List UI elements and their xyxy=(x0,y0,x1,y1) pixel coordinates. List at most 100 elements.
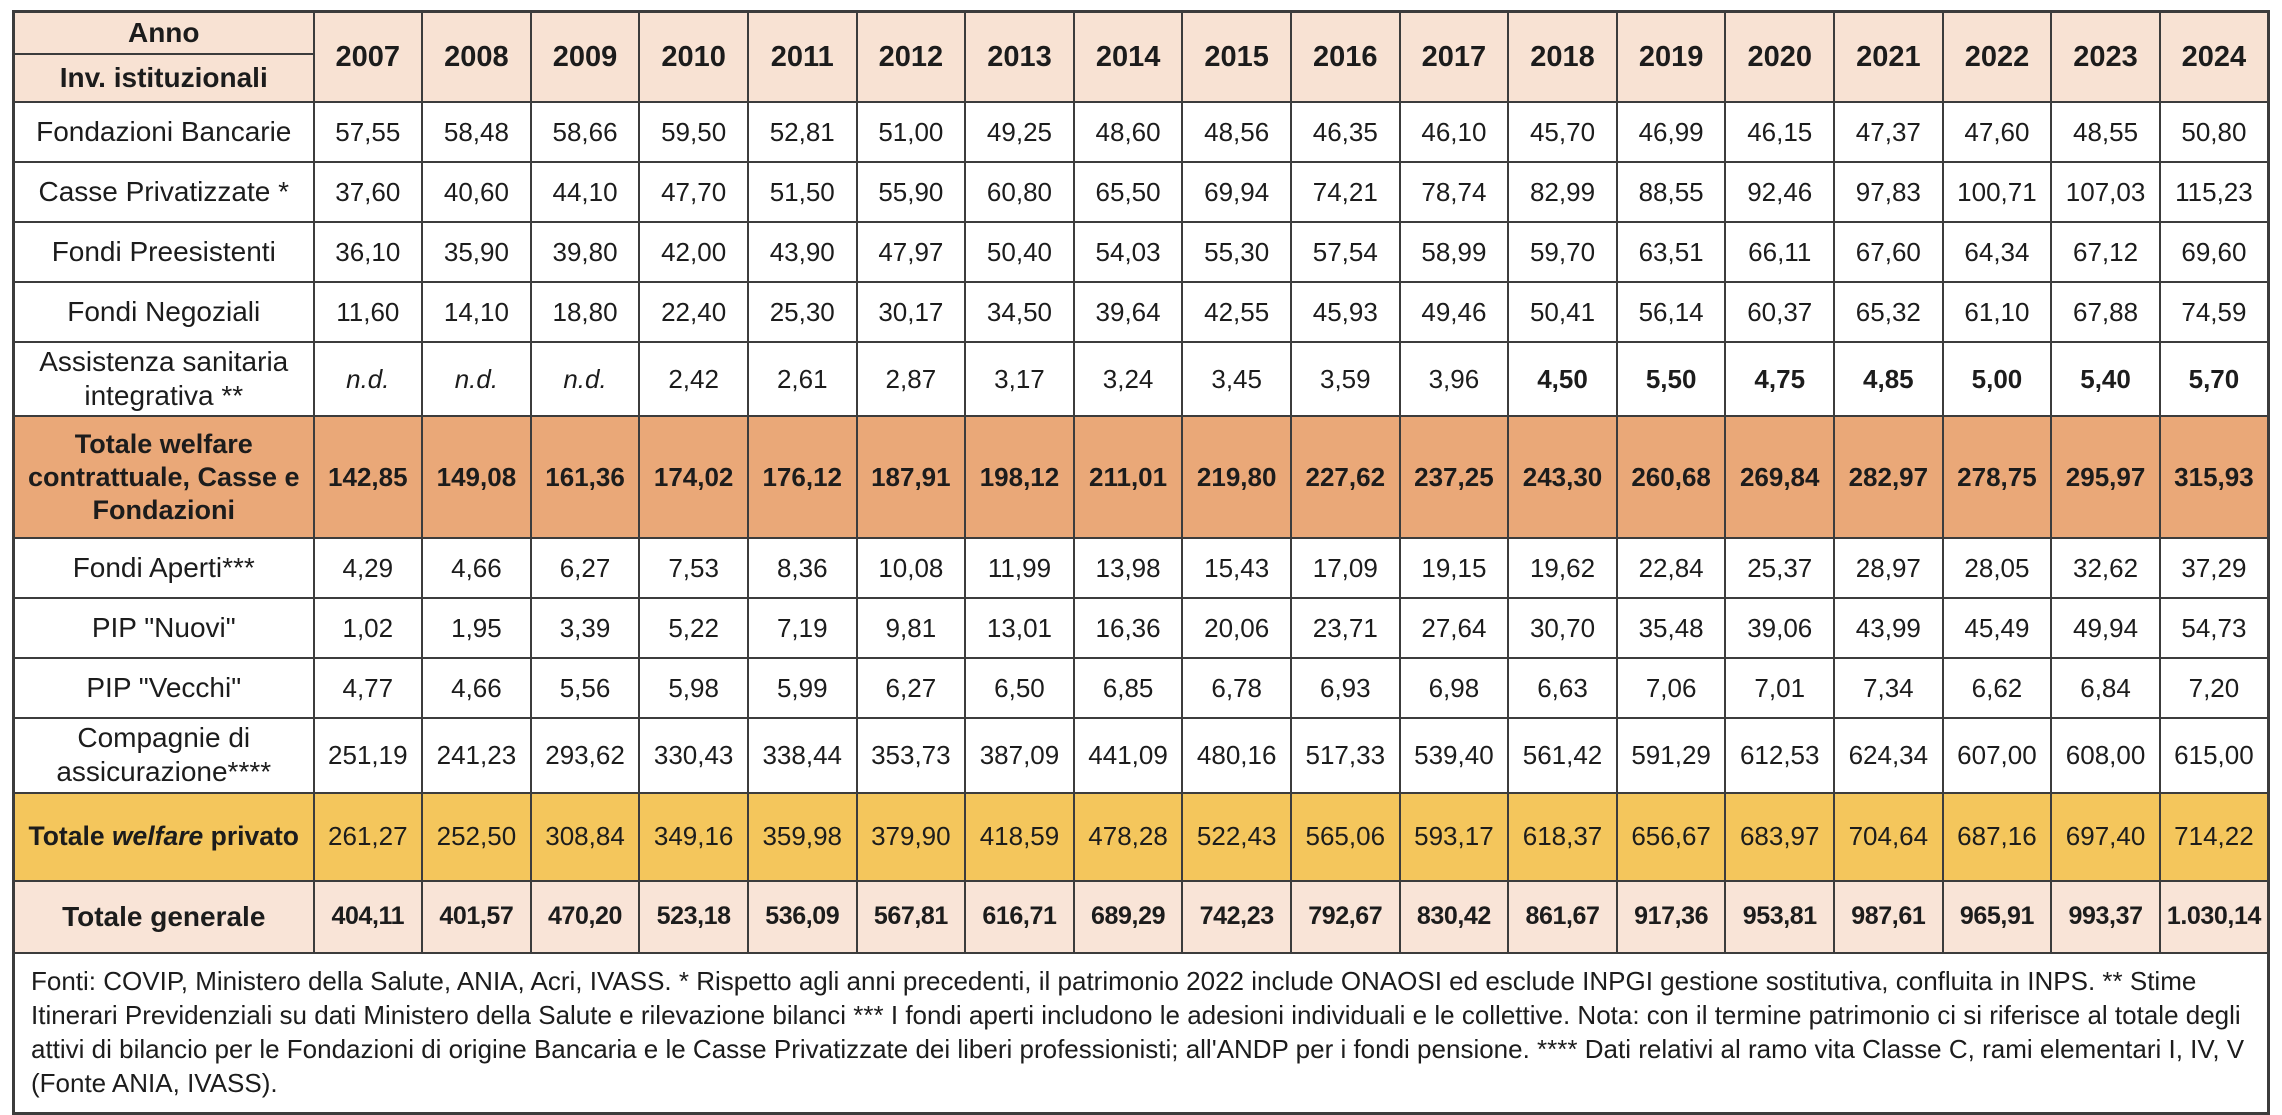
value-cell: 40,60 xyxy=(421,161,532,223)
value-cell: 697,40 xyxy=(2050,791,2161,882)
value-cell: 615,00 xyxy=(2158,717,2270,794)
value-cell: 7,20 xyxy=(2158,657,2270,720)
value-cell: 308,84 xyxy=(529,791,641,882)
value-cell: 27,64 xyxy=(1398,597,1510,660)
value-cell: 67,60 xyxy=(1833,221,1944,283)
value-cell: 237,25 xyxy=(1398,415,1510,540)
value-cell: 917,36 xyxy=(1615,879,1727,954)
value-cell: 25,30 xyxy=(746,281,858,343)
value-cell: 618,37 xyxy=(1507,791,1618,882)
row-label-part: welfare xyxy=(111,821,204,852)
year-header-2018: 2018 xyxy=(1507,10,1618,103)
value-cell: 683,97 xyxy=(1724,791,1836,882)
patrimonio-investitori-table: Anno Inv. istituzionali 2007 2008 2009 2010 20… xyxy=(12,10,2270,1115)
table-row: PIP "Nuovi" 1,02 1,95 3,39 5,22 7,19 9,81 13,01… xyxy=(12,597,2270,660)
value-cell: 523,18 xyxy=(638,879,749,954)
value-cell: 565,06 xyxy=(1289,791,1401,882)
value-cell: 58,66 xyxy=(529,101,641,163)
value-cell: 39,80 xyxy=(529,221,641,283)
value-cell: 353,73 xyxy=(855,717,967,794)
table-body: Fondazioni Bancarie 57,55 58,48 58,66 59,50 5… xyxy=(12,101,2270,954)
header-row: Anno Inv. istituzionali 2007 2008 2009 2010 20… xyxy=(12,10,2270,103)
value-cell: 65,50 xyxy=(1072,161,1184,223)
value-cell: 5,70 xyxy=(2158,340,2270,418)
table-row: Totale welfare contrattuale, Casse e Fon… xyxy=(12,415,2270,540)
value-cell: 3,59 xyxy=(1289,340,1401,418)
value-cell: 3,39 xyxy=(529,597,641,660)
value-cell: 243,30 xyxy=(1507,415,1618,540)
value-cell: 4,77 xyxy=(312,657,424,720)
value-cell: 3,17 xyxy=(964,340,1075,418)
value-cell: 74,21 xyxy=(1289,161,1401,223)
value-cell: 50,40 xyxy=(964,221,1075,283)
value-cell: 539,40 xyxy=(1398,717,1510,794)
value-cell: 4,50 xyxy=(1507,340,1618,418)
value-cell: 55,30 xyxy=(1181,221,1292,283)
value-cell: 43,90 xyxy=(746,221,858,283)
value-cell: 11,60 xyxy=(312,281,424,343)
value-cell: 55,90 xyxy=(855,161,967,223)
value-cell: 4,29 xyxy=(312,537,424,600)
value-cell: 6,50 xyxy=(964,657,1075,720)
value-cell: 47,37 xyxy=(1833,101,1944,163)
value-cell: 269,84 xyxy=(1724,415,1836,540)
year-header-2011: 2011 xyxy=(746,10,858,103)
value-cell: 52,81 xyxy=(746,101,858,163)
value-cell: 6,84 xyxy=(2050,657,2161,720)
value-cell: 49,94 xyxy=(2050,597,2161,660)
table-row: Casse Privatizzate * 37,60 40,60 44,10 47,70… xyxy=(12,161,2270,223)
value-cell: 522,43 xyxy=(1181,791,1292,882)
value-cell: 7,53 xyxy=(638,537,749,600)
value-cell: 2,87 xyxy=(855,340,967,418)
value-cell: 58,48 xyxy=(421,101,532,163)
value-cell: 315,93 xyxy=(2158,415,2270,540)
table-row: Fondi Negoziali 11,60 14,10 18,80 22,40 25,30… xyxy=(12,281,2270,343)
year-header-2023: 2023 xyxy=(2050,10,2161,103)
year-header-2021: 2021 xyxy=(1833,10,1944,103)
value-cell: 42,00 xyxy=(638,221,749,283)
value-cell: 536,09 xyxy=(746,879,858,954)
value-cell: 5,99 xyxy=(746,657,858,720)
value-cell: 49,25 xyxy=(964,101,1075,163)
value-cell: 7,19 xyxy=(746,597,858,660)
value-cell: 338,44 xyxy=(746,717,858,794)
value-cell: 30,17 xyxy=(855,281,967,343)
value-cell: 19,62 xyxy=(1507,537,1618,600)
value-cell: 60,37 xyxy=(1724,281,1836,343)
value-cell: 45,93 xyxy=(1289,281,1401,343)
value-cell: 211,01 xyxy=(1072,415,1184,540)
row-label: Fondi Negoziali xyxy=(12,281,315,343)
value-cell: 64,34 xyxy=(1941,221,2053,283)
value-cell: 7,06 xyxy=(1615,657,1727,720)
value-cell: 100,71 xyxy=(1941,161,2053,223)
value-cell: 13,01 xyxy=(964,597,1075,660)
value-cell: 63,51 xyxy=(1615,221,1727,283)
corner-cell: Anno Inv. istituzionali xyxy=(12,10,315,103)
table-row: Compagnie di assicurazione**** 251,19 241,… xyxy=(12,717,2270,794)
value-cell: 42,55 xyxy=(1181,281,1292,343)
value-cell: 227,62 xyxy=(1289,415,1401,540)
value-cell: 37,60 xyxy=(312,161,424,223)
value-cell: 830,42 xyxy=(1398,879,1510,954)
value-cell: 480,16 xyxy=(1181,717,1292,794)
value-cell: 174,02 xyxy=(638,415,749,540)
value-cell: 46,99 xyxy=(1615,101,1727,163)
value-cell: 28,97 xyxy=(1833,537,1944,600)
value-cell: 293,62 xyxy=(529,717,641,794)
year-header-2016: 2016 xyxy=(1289,10,1401,103)
value-cell: 28,05 xyxy=(1941,537,2053,600)
value-cell: 47,97 xyxy=(855,221,967,283)
value-cell: 16,36 xyxy=(1072,597,1184,660)
value-cell: 18,80 xyxy=(529,281,641,343)
value-cell: 39,64 xyxy=(1072,281,1184,343)
value-cell: 219,80 xyxy=(1181,415,1292,540)
value-cell: 69,94 xyxy=(1181,161,1292,223)
value-cell: 607,00 xyxy=(1941,717,2053,794)
value-cell: 714,22 xyxy=(2158,791,2270,882)
value-cell: 88,55 xyxy=(1615,161,1727,223)
value-cell: 58,99 xyxy=(1398,221,1510,283)
value-cell: 51,00 xyxy=(855,101,967,163)
value-cell: 470,20 xyxy=(529,879,641,954)
row-label-part: privato xyxy=(203,821,299,852)
value-cell: n.d. xyxy=(529,340,641,418)
